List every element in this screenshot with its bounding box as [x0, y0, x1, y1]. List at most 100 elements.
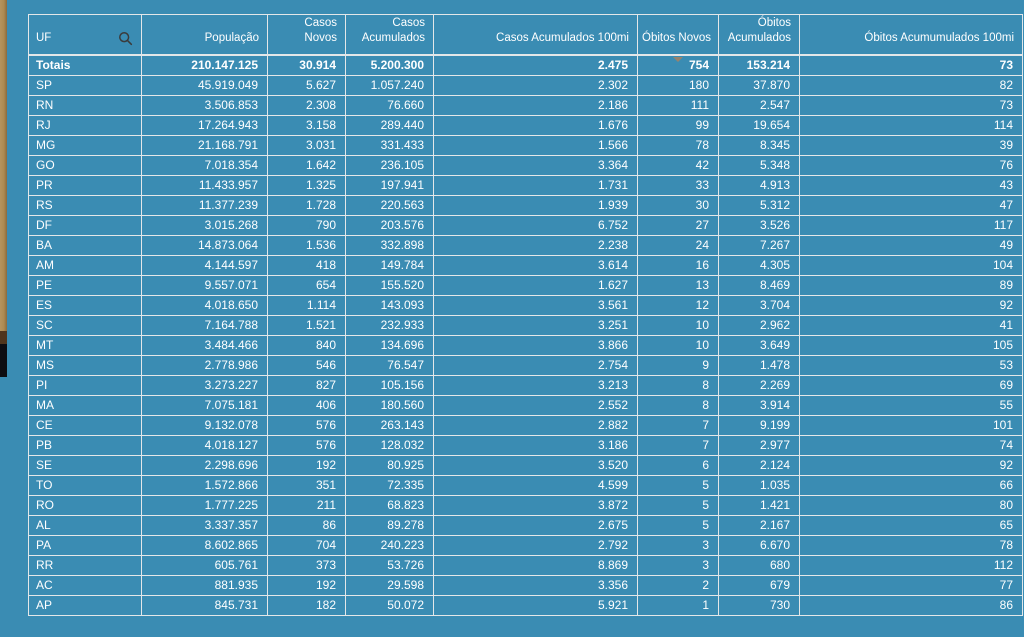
obitos_acumulados_100mi-cell: 86 [799, 594, 1023, 616]
uf-cell: RR [28, 554, 142, 576]
obitos_novos-cell: 10 [637, 314, 719, 336]
obitos_acumulados_100mi-cell: 39 [799, 134, 1023, 156]
populacao-cell: 2.298.696 [141, 454, 268, 476]
search-icon[interactable] [118, 31, 133, 46]
casos_acumulados-cell: 180.560 [345, 394, 434, 416]
casos_acumulados-cell: 289.440 [345, 114, 434, 136]
casos_acumulados_100mi-cell: 3.356 [433, 574, 638, 596]
populacao-cell: 8.602.865 [141, 534, 268, 556]
populacao-cell: 2.778.986 [141, 354, 268, 376]
table-row-rs: RS 11.377.239 1.728 220.563 1.939 30 5.312 47 [28, 194, 1023, 216]
obitos_acumulados_100mi-cell: 80 [799, 494, 1023, 516]
column-header-populacao[interactable]: População [141, 14, 268, 56]
casos_novos-cell: 1.114 [267, 294, 346, 316]
casos_novos-cell: 827 [267, 374, 346, 396]
casos_novos-cell: 351 [267, 474, 346, 496]
obitos_novos-cell: 1 [637, 594, 719, 616]
casos_novos-cell: 576 [267, 414, 346, 436]
casos_novos-cell: 1.642 [267, 154, 346, 176]
casos_novos-cell: 654 [267, 274, 346, 296]
populacao-cell: 7.164.788 [141, 314, 268, 336]
populacao-cell: 45.919.049 [141, 74, 268, 96]
obitos_acumulados-cell: 2.962 [718, 314, 800, 336]
obitos_acumulados_100mi-cell: 47 [799, 194, 1023, 216]
totals-casos-acumulados-cell: 5.200.300 [345, 54, 434, 76]
casos_acumulados_100mi-cell: 2.754 [433, 354, 638, 376]
casos_acumulados_100mi-cell: 3.561 [433, 294, 638, 316]
column-header-obitos-acumulados-100mi[interactable]: Óbitos Acumumulados 100mi [799, 14, 1023, 56]
casos_acumulados-cell: 149.784 [345, 254, 434, 276]
obitos_acumulados-cell: 2.167 [718, 514, 800, 536]
obitos_acumulados_100mi-cell: 104 [799, 254, 1023, 276]
populacao-cell: 11.433.957 [141, 174, 268, 196]
obitos_acumulados_100mi-cell: 82 [799, 74, 1023, 96]
obitos_acumulados-cell: 2.547 [718, 94, 800, 116]
column-header-casos-novos[interactable]: Casos Novos [267, 14, 346, 56]
casos_acumulados-cell: 134.696 [345, 334, 434, 356]
totals-obitos-novos-cell: 754 [637, 54, 719, 76]
obitos_novos-cell: 78 [637, 134, 719, 156]
casos_acumulados-cell: 105.156 [345, 374, 434, 396]
table-row-pb: PB 4.018.127 576 128.032 3.186 7 2.977 74 [28, 434, 1023, 456]
sort-descending-icon [673, 56, 683, 62]
populacao-cell: 3.273.227 [141, 374, 268, 396]
obitos_novos-cell: 2 [637, 574, 719, 596]
casos_novos-cell: 1.536 [267, 234, 346, 256]
casos_acumulados-cell: 76.547 [345, 354, 434, 376]
uf-cell: RO [28, 494, 142, 516]
casos_acumulados_100mi-cell: 3.872 [433, 494, 638, 516]
column-header-obitos-novos[interactable]: Óbitos Novos [637, 14, 719, 56]
column-header-obitos-acumulados[interactable]: Óbitos Acumulados [718, 14, 800, 56]
obitos_acumulados_100mi-cell: 53 [799, 354, 1023, 376]
casos_acumulados_100mi-cell: 3.866 [433, 334, 638, 356]
uf-cell: RJ [28, 114, 142, 136]
populacao-cell: 21.168.791 [141, 134, 268, 156]
table-header: UF População Casos Novos Casos Acumulado… [28, 14, 1023, 56]
uf-cell: MG [28, 134, 142, 156]
table-row-sc: SC 7.164.788 1.521 232.933 3.251 10 2.962 41 [28, 314, 1023, 336]
table-row-mg: MG 21.168.791 3.031 331.433 1.566 78 8.345 39 [28, 134, 1023, 156]
obitos_novos-cell: 8 [637, 374, 719, 396]
obitos_acumulados-cell: 6.670 [718, 534, 800, 556]
casos_acumulados-cell: 72.335 [345, 474, 434, 496]
column-header-casos-acumulados-100mi[interactable]: Casos Acumulados 100mi [433, 14, 638, 56]
obitos_novos-cell: 30 [637, 194, 719, 216]
casos_novos-cell: 840 [267, 334, 346, 356]
obitos_acumulados_100mi-cell: 55 [799, 394, 1023, 416]
casos_acumulados-cell: 263.143 [345, 414, 434, 436]
uf-cell: ES [28, 294, 142, 316]
obitos_acumulados-cell: 1.421 [718, 494, 800, 516]
casos_acumulados_100mi-cell: 3.364 [433, 154, 638, 176]
casos_acumulados_100mi-cell: 2.186 [433, 94, 638, 116]
populacao-cell: 17.264.943 [141, 114, 268, 136]
casos_acumulados-cell: 232.933 [345, 314, 434, 336]
casos_acumulados_100mi-cell: 3.251 [433, 314, 638, 336]
casos_acumulados_100mi-cell: 1.627 [433, 274, 638, 296]
obitos_novos-cell: 99 [637, 114, 719, 136]
casos_novos-cell: 3.031 [267, 134, 346, 156]
background-sliver-dark [0, 331, 7, 344]
obitos_acumulados-cell: 3.914 [718, 394, 800, 416]
table-row-am: AM 4.144.597 418 149.784 3.614 16 4.305 104 [28, 254, 1023, 276]
column-header-uf-label: UF [36, 32, 52, 45]
uf-cell: AL [28, 514, 142, 536]
table-row-rn: RN 3.506.853 2.308 76.660 2.186 111 2.547 73 [28, 94, 1023, 116]
obitos_acumulados-cell: 730 [718, 594, 800, 616]
casos_acumulados_100mi-cell: 1.939 [433, 194, 638, 216]
uf-cell: CE [28, 414, 142, 436]
column-header-casos-acumulados[interactable]: Casos Acumulados [345, 14, 434, 56]
table-row-al: AL 3.337.357 86 89.278 2.675 5 2.167 65 [28, 514, 1023, 536]
header-row: UF População Casos Novos Casos Acumulado… [28, 14, 1023, 56]
column-header-uf[interactable]: UF [28, 14, 142, 56]
casos_acumulados-cell: 89.278 [345, 514, 434, 536]
obitos_acumulados-cell: 1.478 [718, 354, 800, 376]
obitos_acumulados_100mi-cell: 74 [799, 434, 1023, 456]
table-row-ap: AP 845.731 182 50.072 5.921 1 730 86 [28, 594, 1023, 616]
table-row-ma: MA 7.075.181 406 180.560 2.552 8 3.914 55 [28, 394, 1023, 416]
table-row-es: ES 4.018.650 1.114 143.093 3.561 12 3.704 92 [28, 294, 1023, 316]
obitos_acumulados-cell: 3.704 [718, 294, 800, 316]
obitos_acumulados_100mi-cell: 78 [799, 534, 1023, 556]
table-row-df: DF 3.015.268 790 203.576 6.752 27 3.526 117 [28, 214, 1023, 236]
obitos_acumulados-cell: 3.526 [718, 214, 800, 236]
